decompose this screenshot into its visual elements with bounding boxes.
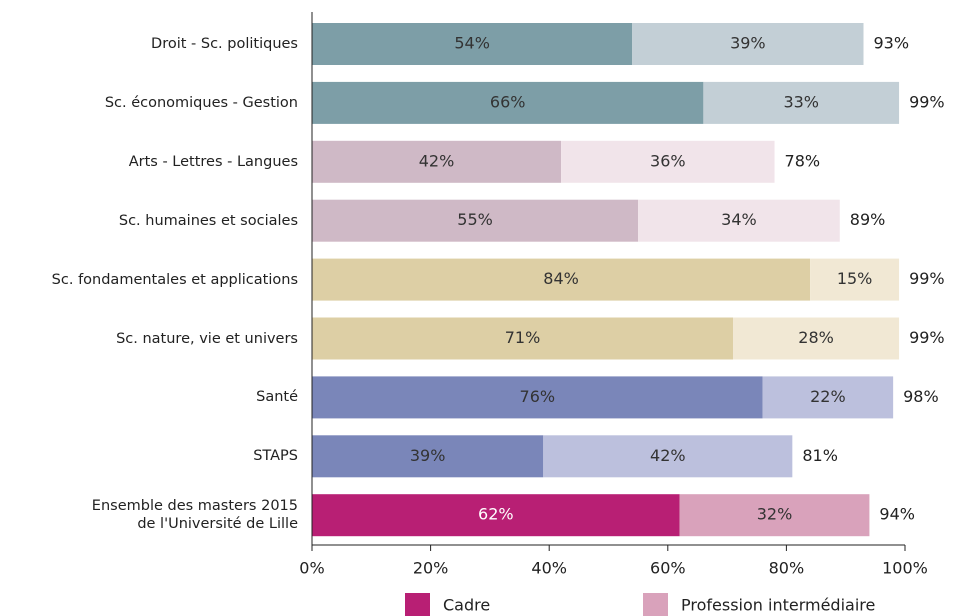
value-label: 39% — [410, 446, 446, 465]
value-label: 34% — [721, 210, 757, 229]
value-label: 32% — [757, 505, 793, 524]
bar-segment — [312, 258, 811, 301]
category-label: Sc. fondamentales et applications — [51, 271, 298, 288]
value-label: 36% — [650, 151, 686, 170]
x-tick-label: 0% — [299, 559, 324, 578]
total-label: 99% — [909, 92, 945, 111]
x-tick-label: 80% — [769, 559, 805, 578]
x-tick-label: 40% — [531, 559, 567, 578]
total-label: 98% — [903, 387, 939, 406]
value-label: 71% — [505, 328, 541, 347]
x-tick-label: 20% — [413, 559, 449, 578]
bar-segment — [810, 258, 900, 301]
value-label: 76% — [520, 387, 556, 406]
category-label: Ensemble des masters 2015 de l'Universit… — [91, 498, 298, 533]
value-label: 55% — [457, 210, 493, 229]
bar-segment — [312, 317, 734, 360]
legend-swatch — [405, 593, 430, 616]
total-label: 81% — [802, 446, 838, 465]
x-tick-label: 100% — [882, 559, 928, 578]
bar-segment — [733, 317, 900, 360]
bar-segment — [762, 376, 894, 419]
category-label: Sc. économiques - Gestion — [104, 94, 298, 111]
total-label: 78% — [785, 151, 821, 170]
bar-segment — [312, 435, 544, 478]
value-label: 54% — [454, 34, 490, 53]
total-label: 94% — [879, 505, 915, 524]
value-label: 33% — [783, 92, 819, 111]
value-label: 66% — [490, 92, 526, 111]
bar-segment — [312, 140, 562, 183]
value-label: 62% — [478, 505, 514, 524]
total-label: 93% — [873, 34, 909, 53]
value-label: 42% — [650, 446, 686, 465]
bar-segment — [312, 81, 704, 124]
value-label: 84% — [543, 269, 579, 288]
value-label: 42% — [419, 151, 455, 170]
total-label: 99% — [909, 269, 945, 288]
category-label: STAPS — [253, 448, 298, 465]
total-label: 99% — [909, 328, 945, 347]
legend-swatch — [643, 593, 668, 616]
category-label: Santé — [256, 389, 298, 406]
value-label: 28% — [798, 328, 834, 347]
bar-segment — [561, 140, 775, 183]
bar-segment — [312, 376, 763, 419]
legend-label: Cadre — [443, 596, 490, 615]
total-label: 89% — [850, 210, 886, 229]
category-label: Droit - Sc. politiques — [151, 36, 298, 52]
bar-segment — [703, 81, 900, 124]
legend-label: Profession intermédiaire — [681, 596, 875, 615]
bar-segment — [679, 494, 870, 537]
bar-segment — [312, 23, 633, 65]
value-label: 22% — [810, 387, 846, 406]
bar-segment — [638, 199, 840, 242]
category-label: Sc. nature, vie et univers — [116, 330, 298, 347]
category-label: Sc. humaines et sociales — [118, 212, 298, 229]
x-tick-label: 60% — [650, 559, 686, 578]
bar-segment — [543, 435, 793, 478]
bar-segment — [312, 199, 639, 242]
bar-segment — [632, 23, 864, 65]
value-label: 39% — [730, 34, 766, 53]
bar-segment — [312, 494, 680, 537]
category-label: Arts - Lettres - Langues — [128, 153, 298, 170]
value-label: 15% — [837, 269, 873, 288]
